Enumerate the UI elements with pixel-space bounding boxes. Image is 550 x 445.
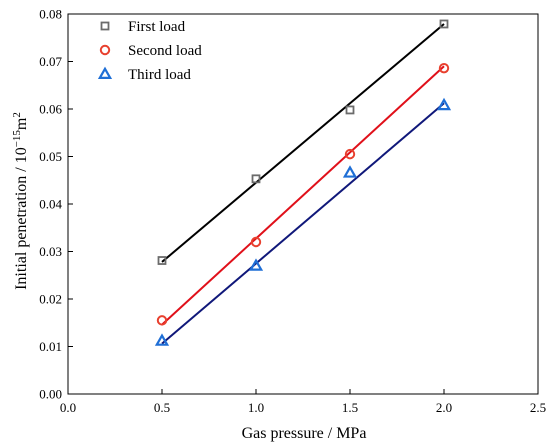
y-axis-title-main: Initial penetration / 10 [13, 147, 30, 290]
y-tick-label: 0.04 [39, 197, 62, 212]
data-point-series-1 [345, 105, 355, 115]
y-tick-label: 0.06 [39, 102, 62, 117]
y-axis-title-unit: m [13, 117, 30, 130]
x-axis-title: Gas pressure / MPa [242, 425, 367, 442]
y-axis-title-exponent: −15 [11, 130, 23, 148]
y-tick-label: 0.08 [39, 7, 62, 22]
x-tick-label: 1.5 [342, 400, 358, 415]
data-point-series-2 [156, 315, 168, 326]
data-point-series-3 [436, 97, 452, 111]
data-point-series-3 [342, 165, 358, 178]
data-point-series-1 [251, 174, 261, 184]
y-tick-label: 0.07 [39, 54, 62, 69]
x-tick-label: 2.0 [436, 400, 452, 415]
data-point-series-3 [248, 258, 264, 271]
y-tick-label: 0.03 [39, 244, 62, 259]
legend-marker-1 [100, 21, 110, 31]
legend-label-2: Second load [128, 43, 202, 59]
legend-label-3: Third load [128, 67, 191, 83]
data-point-series-1 [157, 256, 167, 265]
data-markers [154, 19, 452, 346]
x-tick-label: 2.5 [530, 400, 546, 415]
y-tick-label: 0.05 [39, 149, 62, 164]
data-point-series-2 [438, 62, 450, 74]
legend: First load Second load Third load [97, 19, 202, 83]
x-tick-label: 0.0 [60, 400, 76, 415]
fit-line-1 [161, 23, 445, 263]
data-point-series-1 [439, 19, 449, 29]
y-tick-label: 0.01 [39, 339, 62, 354]
y-axis-title: Initial penetration / 10−15m2 [11, 112, 30, 290]
legend-marker-3 [97, 66, 113, 80]
fit-lines [161, 23, 445, 345]
x-tick-label: 1.0 [248, 400, 264, 415]
axes: 0.0 0.5 1.0 1.5 2.0 2.5 0.00 0.01 0.02 0.03 0.04 0.… [39, 7, 546, 416]
legend-label-1: First load [128, 19, 186, 35]
y-tick-label: 0.00 [39, 387, 62, 402]
fit-line-2 [161, 65, 445, 326]
data-point-series-3 [154, 333, 170, 346]
data-point-series-2 [344, 148, 356, 160]
fit-line-3 [161, 102, 445, 345]
x-tick-label: 0.5 [154, 400, 170, 415]
y-tick-label: 0.02 [39, 292, 62, 307]
y-axis-title-unit-exponent: 2 [11, 112, 23, 118]
data-point-series-2 [250, 236, 262, 248]
legend-marker-2 [99, 44, 111, 56]
